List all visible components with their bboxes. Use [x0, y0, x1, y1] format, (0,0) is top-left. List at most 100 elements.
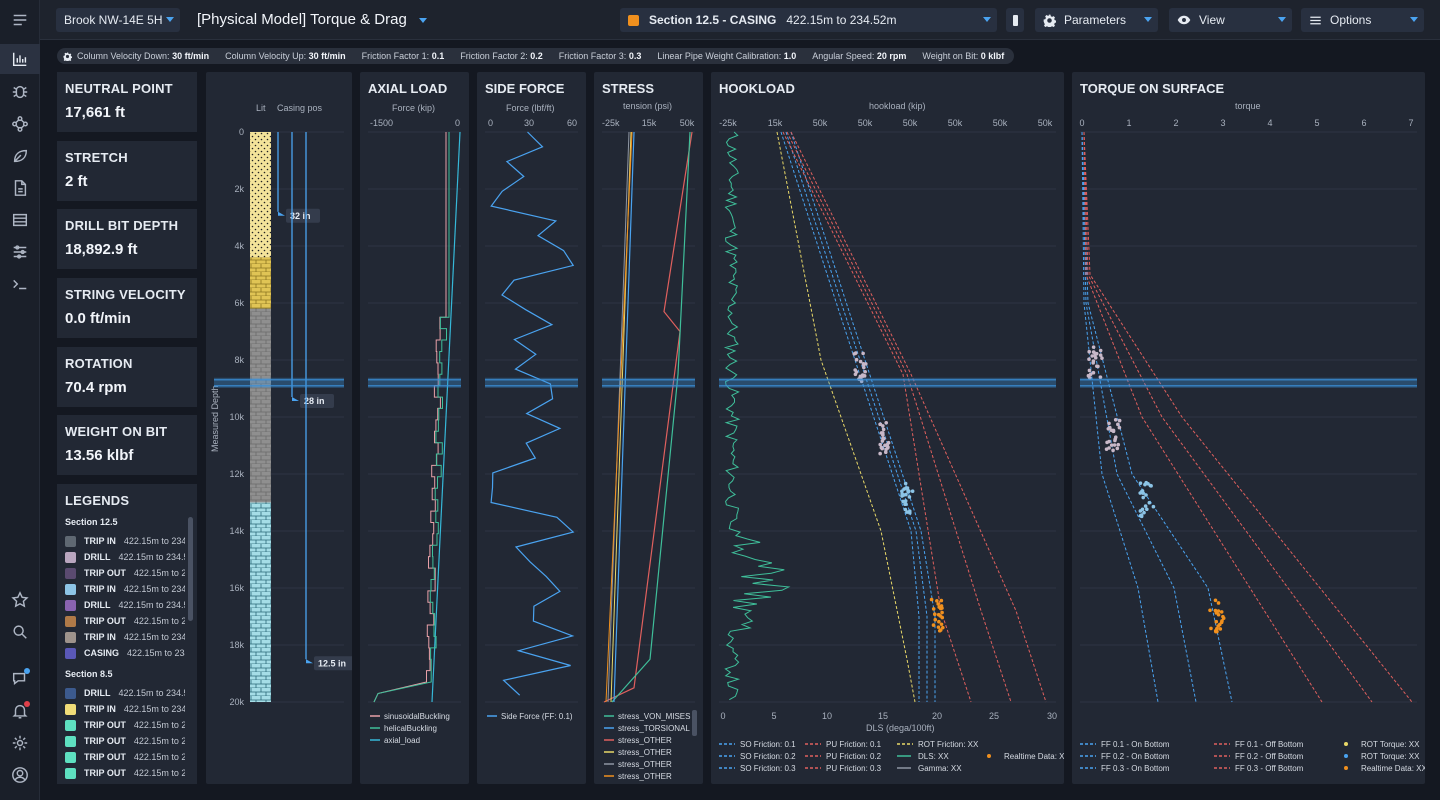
legend-item[interactable]: TRIP IN 422.15m to 234.52m [65, 582, 185, 596]
wellbore-plot[interactable]: 0 2k 4k 6k 8k 10k 12k 14k 16k 18k 20k 32 in 28 in 12.… [206, 72, 352, 784]
torque-axis-title: torque [1235, 101, 1261, 111]
hookload-data-point [886, 445, 890, 449]
selection-band [602, 377, 695, 388]
hookload-data-point [881, 427, 886, 432]
legend-swatch [65, 631, 76, 643]
star-icon[interactable] [0, 585, 40, 615]
depth-tick-label: 14k [229, 526, 244, 536]
depth-tick-label: 2k [234, 184, 244, 194]
hookload-data-point [878, 422, 883, 427]
hookload-legend-label: PU Friction: 0.2 [826, 752, 882, 761]
depth-tick-label: 18k [229, 640, 244, 650]
on-bottom-line [1081, 131, 1159, 703]
torque-data-point [1104, 447, 1109, 451]
legend-item-range: 422.15m to 234.52m [123, 536, 185, 546]
legend-item[interactable]: TRIP IN 422.15m to 234.52m [65, 702, 185, 716]
torque-data-point [1145, 507, 1149, 512]
stat-value: 0.0 ft/min [65, 310, 131, 327]
hookload-data-point [906, 489, 911, 494]
legend-item[interactable]: TRIP OUT 422.15m to 234.52m [65, 766, 185, 780]
legend-item[interactable]: TRIP OUT 422.15m to 234.52m [65, 614, 185, 628]
legend-item[interactable]: TRIP IN 422.15m to 234.52m [65, 534, 185, 548]
side-force-plot[interactable]: 0 30 60 Side Force (FF: 0.1) [477, 72, 586, 784]
model-title-dropdown[interactable]: [Physical Model] Torque & Drag [197, 11, 427, 28]
legend-item-range: 422.15m to 234.52m [133, 736, 185, 746]
well-select[interactable]: Brook NW-14E 5H [56, 8, 180, 32]
torque-data-point [1209, 626, 1213, 631]
hookload-plot[interactable]: -25k 15k 50k 50k 50k 50k 50k 50k 0 5 10 15 20 25 30 SO … [711, 72, 1064, 784]
off-bottom-line [1083, 131, 1373, 703]
dls-tick-label: 0 [720, 711, 725, 721]
options-dropdown[interactable]: Options [1301, 8, 1424, 32]
network-icon[interactable] [0, 109, 40, 139]
hookload-data-point [886, 440, 891, 445]
legend-item[interactable]: DRILL 422.15m to 234.52m [65, 598, 185, 612]
selection-band [214, 377, 344, 388]
hookload-data-point [861, 362, 866, 367]
torque-legend-label: FF 0.2 - On Bottom [1101, 752, 1170, 761]
hookload-data-point [903, 502, 907, 507]
dls-tick-label: 25 [989, 711, 999, 721]
stress-plot[interactable]: -25k 15k 50k stress_VON_MISES stress_TORSION… [594, 72, 703, 784]
bell-icon[interactable] [0, 696, 40, 726]
legend-item-name: DRILL [84, 688, 111, 698]
chat-icon[interactable] [0, 664, 40, 694]
chevron-down-icon [166, 17, 174, 22]
casing-shoe-label: 32 in [290, 211, 311, 221]
selection-band [719, 377, 1056, 388]
hookload-data-point [938, 614, 943, 618]
view-dropdown[interactable]: View [1169, 8, 1292, 32]
legends-scrollbar[interactable] [188, 517, 193, 621]
stress-legend-label: stress_OTHER [618, 760, 672, 769]
axial-load-plot[interactable]: -1500 0 sinusoidalBuckling helicalBuckling a… [360, 72, 469, 784]
hookload-data-point [903, 499, 908, 503]
legend-item[interactable]: TRIP OUT 422.15m to 234.52m [65, 750, 185, 764]
legend-item-range: 422.15m to 234.52m [123, 632, 185, 642]
legend-item[interactable]: TRIP OUT 422.15m to 234.52m [65, 734, 185, 748]
legend-item[interactable]: TRIP OUT 422.15m to 234.52m [65, 718, 185, 732]
hookload-data-point [858, 359, 863, 364]
leaf-icon[interactable] [0, 141, 40, 171]
menu-icon[interactable] [0, 4, 40, 36]
bug-icon[interactable] [0, 77, 40, 107]
document-icon[interactable] [0, 173, 40, 203]
param-value: 0 klbf [980, 51, 1005, 61]
hookload-data-point [903, 507, 908, 512]
stress-legend-label: stress_OTHER [618, 736, 672, 745]
parameters-dropdown[interactable]: Parameters [1035, 8, 1158, 32]
axial-load-title: AXIAL LOAD [368, 81, 448, 96]
search-icon[interactable] [0, 617, 40, 647]
hookload-data-point [932, 612, 937, 617]
torque-tick-label: 0 [1079, 118, 1084, 128]
stat-label: DRILL BIT DEPTH [65, 218, 179, 233]
chevron-down-icon [1410, 17, 1418, 22]
axial-load-line [431, 131, 461, 703]
legend-item[interactable]: TRIP OUT 422.15m to 234.52m [65, 566, 185, 580]
stress-legend-scrollbar [692, 710, 697, 736]
hookload-data-point [884, 420, 889, 425]
torque-data-point [1087, 368, 1092, 373]
torque-plot[interactable]: 0 1 2 3 4 5 6 7 FF 0.1 - On Bottom FF 0.2 - On Bo… [1072, 72, 1425, 784]
param-label: Linear Pipe Weight Calibration: [657, 51, 782, 61]
hookload-data-point [881, 436, 885, 441]
sliders-icon[interactable] [0, 237, 40, 267]
hookload-data-point [854, 357, 859, 362]
torque-data-point [1143, 482, 1147, 487]
hookload-legend-label: SO Friction: 0.3 [740, 764, 796, 773]
section-select[interactable]: Section 12.5 - CASING 422.15m to 234.52m [620, 8, 997, 32]
torque-data-point [1138, 509, 1143, 513]
user-icon[interactable] [0, 760, 40, 790]
legend-item-name: CASING [84, 648, 120, 658]
panel-toggle-button[interactable] [1006, 8, 1024, 32]
legend-item[interactable]: DRILL 422.15m to 234.52m [65, 686, 185, 700]
depth-tick-label: 8k [234, 355, 244, 365]
legend-item[interactable]: TRIP IN 422.15m to 234.52m [65, 630, 185, 644]
stat-value: 70.4 rpm [65, 379, 127, 396]
chart-icon[interactable] [0, 44, 40, 74]
legend-item[interactable]: DRILL 422.15m to 234.52m [65, 550, 185, 564]
legend-item[interactable]: CASING 422.15m to 234.52m [65, 646, 185, 660]
gear-icon[interactable] [0, 728, 40, 758]
terminal-icon[interactable] [0, 269, 40, 299]
database-icon[interactable] [0, 205, 40, 235]
depth-tick-label: 6k [234, 298, 244, 308]
